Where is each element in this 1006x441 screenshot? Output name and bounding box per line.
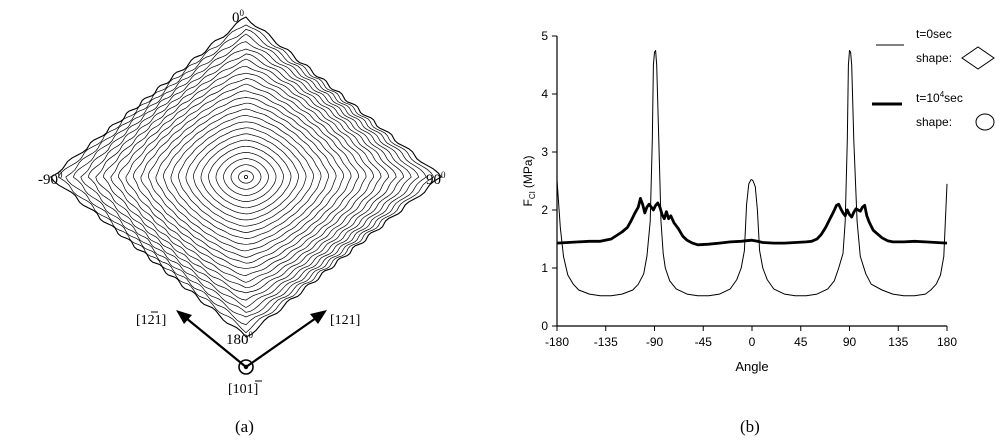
contour-line [223, 158, 269, 196]
contour-line [178, 121, 314, 233]
arrow-left-head [176, 310, 192, 324]
series-line-t0 [556, 50, 948, 297]
caption-b: (b) [740, 417, 760, 436]
x-axis-ticks: -180 -135 -90 -45 0 45 90 135 180 [545, 326, 957, 349]
contour-line [200, 139, 292, 215]
contour-line [133, 83, 359, 270]
contour-line [110, 65, 382, 289]
contour-line [103, 58, 389, 294]
x-tick-label: -180 [545, 335, 569, 349]
label-top-angle: 00 [232, 8, 245, 26]
x-tick-label: 90 [843, 335, 857, 349]
contour-line [80, 41, 412, 313]
contour-line [215, 152, 277, 202]
arrow-left-direction [185, 317, 247, 368]
out-of-plane-symbol [238, 359, 254, 375]
x-axis-label: Angle [735, 359, 768, 374]
contour-line [125, 78, 367, 276]
y-axis-label: FCI(MPa) [521, 155, 537, 206]
contour-line [65, 28, 427, 326]
y-tick-label: 1 [541, 261, 548, 275]
contour-line [155, 102, 337, 252]
contour-line [208, 145, 284, 209]
direction-label-bottom: [101] [228, 382, 258, 397]
series-layer [556, 50, 948, 297]
contour-line [193, 133, 299, 221]
contour-line [185, 127, 307, 227]
x-tick-label: -135 [594, 335, 618, 349]
panel-a: 00 -900 900 1800 [121] [121] [101] (a) [38, 8, 446, 436]
caption-a: (a) [235, 417, 254, 436]
legend-label-t0: t=0sec [916, 27, 952, 41]
contour-line [57, 24, 435, 334]
contour-line [163, 108, 329, 245]
y-tick-label: 2 [541, 203, 548, 217]
y-axis-ticks: 0 1 2 3 4 5 [541, 29, 557, 333]
contour-line [95, 53, 397, 301]
x-tick-label: -90 [646, 335, 664, 349]
x-tick-label: 45 [794, 335, 808, 349]
arrow-right-direction [245, 317, 317, 368]
contour-diamonds [49, 16, 443, 338]
contour-line [230, 164, 262, 190]
label-bottom-angle: 1800 [226, 330, 254, 348]
label-left-angle: -900 [38, 170, 63, 188]
contour-line [87, 48, 405, 308]
x-tick-label: -45 [695, 335, 713, 349]
y-tick-label: 4 [541, 87, 548, 101]
contour-line [49, 16, 443, 338]
circle-shape-icon [975, 113, 995, 131]
y-tick-label: 3 [541, 145, 548, 159]
contour-line [238, 170, 254, 184]
series-line-t1e4 [556, 196, 948, 247]
legend-shape-label-t0: shape: [916, 51, 952, 65]
legend: t=0sec shape: t=104sec shape: [872, 27, 995, 131]
x-tick-label: 135 [888, 335, 908, 349]
diamond-shape-icon [961, 46, 995, 70]
contour-center-point [243, 174, 248, 179]
contour-line [140, 90, 352, 264]
direction-label-left: [121] [136, 313, 166, 328]
contour-line [170, 115, 322, 239]
label-right-angle: 900 [426, 170, 446, 188]
out-of-plane-dot [243, 364, 249, 370]
legend-label-t1e4: t=104sec [916, 90, 963, 105]
x-tick-label: 0 [749, 335, 756, 349]
legend-shape-label-t1e4: shape: [916, 115, 952, 129]
contour-line [148, 97, 344, 258]
arrow-right-head [310, 310, 327, 324]
x-tick-label: 180 [937, 335, 957, 349]
contour-line [72, 33, 420, 318]
direction-label-right: [121] [330, 313, 360, 328]
y-tick-label: 0 [541, 319, 548, 333]
y-tick-label: 5 [541, 29, 548, 43]
contour-line [118, 72, 374, 283]
